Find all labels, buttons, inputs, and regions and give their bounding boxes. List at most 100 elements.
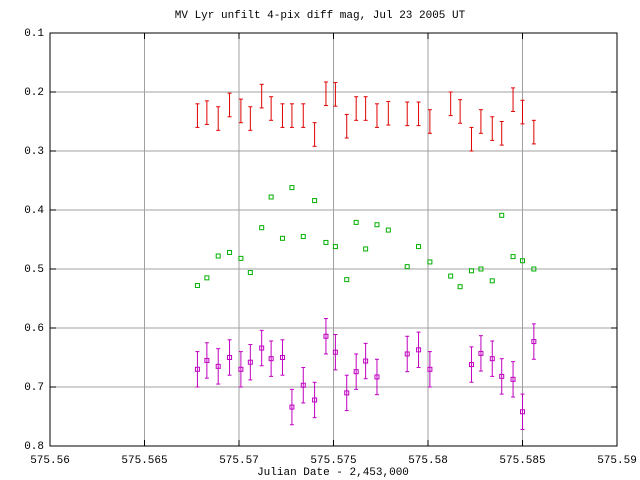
error-bar [216, 348, 221, 385]
error-bar [386, 100, 391, 126]
error-bar [227, 339, 232, 376]
error-bar [499, 121, 504, 146]
y-tick-label: 0.6 [24, 323, 44, 335]
error-bar [248, 106, 253, 131]
marker [268, 356, 274, 362]
error-bar [469, 126, 474, 152]
error-bar [469, 346, 474, 383]
marker [427, 366, 433, 372]
error-bar [416, 331, 421, 369]
x-tick-label: 575.57 [219, 455, 259, 467]
marker [404, 351, 410, 357]
marker [289, 404, 295, 410]
marker [478, 266, 484, 272]
error-bar [204, 342, 209, 379]
error-bar [216, 106, 221, 131]
marker [353, 219, 359, 225]
error-bar [416, 101, 421, 127]
error-bar [354, 353, 359, 390]
error-bar [405, 335, 410, 373]
error-bar [374, 358, 379, 396]
error-bar [374, 103, 379, 128]
marker [227, 249, 233, 255]
marker [468, 268, 474, 274]
error-bar [269, 96, 274, 121]
error-bar [333, 82, 338, 107]
marker [416, 347, 422, 353]
y-tick-label: 0.7 [24, 382, 44, 394]
x-axis-label: Julian Date - 2,453,000 [257, 467, 409, 479]
marker [300, 234, 306, 240]
x-tick-label: 575.58 [408, 455, 448, 467]
marker [510, 254, 516, 260]
chart-title: MV Lyr unfilt 4-pix diff mag, Jul 23 200… [175, 10, 466, 22]
marker [279, 355, 285, 360]
marker [312, 198, 318, 204]
marker [468, 362, 474, 368]
y-tick-label: 0.8 [24, 441, 44, 453]
marker [259, 225, 265, 231]
error-bar [323, 318, 328, 355]
marker [416, 244, 422, 250]
error-bar [458, 99, 463, 124]
error-bar [289, 103, 294, 128]
marker [478, 350, 484, 356]
marker [520, 409, 525, 415]
marker [204, 357, 210, 363]
marker [363, 246, 369, 252]
y-tick-label: 0.3 [24, 146, 44, 158]
marker [332, 244, 338, 250]
y-tick-label: 0.5 [24, 264, 44, 276]
error-bar [259, 83, 264, 109]
error-bar [280, 103, 285, 128]
error-bar [511, 361, 516, 398]
marker [363, 358, 369, 364]
error-bar [301, 367, 306, 404]
marker [332, 349, 338, 355]
marker [194, 366, 200, 372]
marker [204, 275, 210, 281]
error-bar [238, 98, 243, 124]
error-bar [344, 374, 349, 412]
marker [215, 253, 221, 259]
error-bar [333, 333, 338, 371]
error-bar [511, 87, 516, 112]
marker [300, 382, 306, 388]
marker [279, 235, 285, 241]
error-bar [520, 99, 525, 125]
marker [215, 363, 221, 369]
error-bar [427, 351, 432, 388]
plot-frame [49, 32, 618, 447]
error-bar [478, 335, 483, 372]
error-bar [405, 101, 410, 127]
x-tick-label: 575.59 [597, 455, 637, 467]
marker [510, 376, 516, 382]
error-bar [499, 358, 504, 395]
marker [374, 222, 380, 228]
error-bar [427, 109, 432, 134]
marker [427, 259, 433, 265]
marker [385, 227, 391, 233]
error-bar [280, 339, 285, 376]
y-tick-label: 0.1 [24, 28, 44, 40]
marker [227, 355, 233, 360]
error-bar [363, 342, 368, 380]
error-bar [259, 329, 264, 367]
error-bar [448, 91, 453, 117]
marker [404, 264, 410, 270]
error-bar [363, 96, 368, 121]
error-bar [248, 344, 253, 381]
x-tick-label: 575.585 [499, 455, 545, 467]
marker [374, 374, 380, 380]
error-bar [531, 323, 536, 360]
error-bar [227, 92, 232, 118]
marker [520, 258, 525, 264]
y-tick-label: 0.4 [24, 205, 44, 217]
error-bar [520, 393, 525, 430]
error-bar [312, 122, 317, 147]
marker [344, 390, 350, 396]
marker [289, 185, 295, 191]
error-bar [269, 340, 274, 377]
error-bar [195, 103, 200, 128]
